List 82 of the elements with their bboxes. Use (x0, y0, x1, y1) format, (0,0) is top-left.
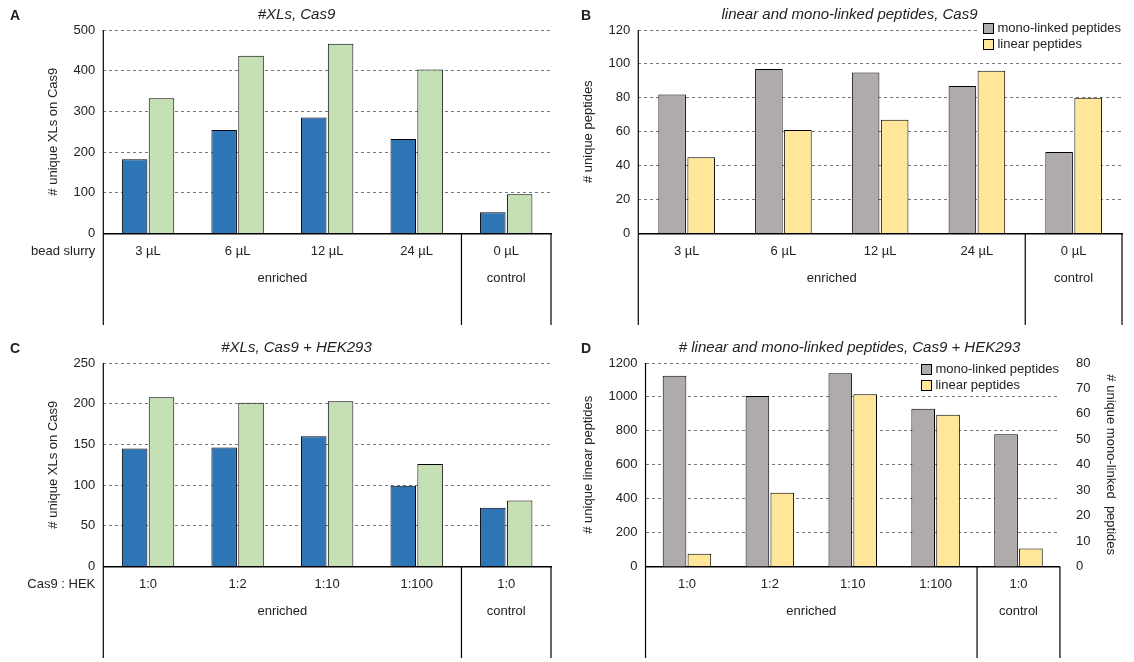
y-tick-label: 1200 (608, 354, 638, 370)
y-tick-label: 200 (73, 395, 96, 411)
chart-subtitle: C (10, 339, 21, 356)
text: control (486, 602, 526, 618)
x-tick-label: 0 µL (493, 242, 520, 258)
y-axis-title: # unique peptides (580, 79, 596, 184)
x-tick-label: 1:2 (228, 575, 247, 591)
y-axis-title: # unique XLs on Cas9 (45, 67, 61, 196)
x-tick-label: 1:0 (677, 575, 696, 591)
x-tick-label: 1:2 (760, 575, 779, 591)
x-tick-label: 24 µL (400, 242, 434, 258)
y-tick-label: 80 (615, 89, 631, 105)
text: enriched (806, 269, 857, 285)
chart-subtitle: D (581, 339, 592, 356)
y-tick-label: 100 (73, 184, 96, 200)
y-tick-label: 0 (623, 224, 631, 240)
y-tick-label: 300 (73, 102, 96, 118)
x-tick-label: 1:0 (1009, 575, 1028, 591)
y-tick-label: 0 (630, 557, 638, 573)
x-axis-title: bead slurry (30, 242, 96, 258)
y2-tick-label: 0 (1075, 557, 1084, 573)
legend-label: mono-linked peptides (997, 20, 1121, 36)
legend-label: linear peptides (997, 36, 1082, 52)
y2-tick-label: 10 (1075, 532, 1091, 548)
y-axis-title: # unique linear peptides (580, 395, 596, 534)
text: control (998, 602, 1039, 618)
x-tick-label: 1:10 (840, 575, 866, 591)
chart-title: #XLs, Cas9 (257, 5, 336, 23)
y-tick-label: 500 (73, 21, 96, 37)
x-tick-label: 3 µL (673, 242, 700, 258)
y-tick-label: 200 (73, 143, 96, 159)
y-tick-label: 20 (615, 191, 631, 207)
chart-title: # linear and mono-linked peptides, Cas9 + HEK293 (678, 338, 1021, 356)
x-tick-label: 1:10 (314, 575, 340, 591)
y-tick-label: 600 (615, 456, 638, 472)
x-tick-label: 6 µL (770, 242, 797, 258)
chart-title: linear and mono-linked peptides, Cas9 (721, 5, 979, 23)
x-tick-label: 12 µL (863, 242, 897, 258)
y-axis-title: # unique XLs on Cas9 (45, 400, 61, 529)
y-tick-label: 60 (615, 123, 631, 139)
x-tick-label: 1:100 (919, 575, 952, 591)
x-tick-label: 1:100 (400, 575, 433, 591)
y-tick-label: 250 (73, 354, 96, 370)
y2-tick-label: 50 (1075, 430, 1091, 446)
y2-axis-title: # unique mono-linked peptides (1103, 374, 1119, 556)
y-tick-label: 400 (73, 62, 96, 78)
x-tick-label: 0 µL (1060, 242, 1087, 258)
y2-tick-label: 20 (1075, 507, 1091, 523)
chart-title: #XLs, Cas9 + HEK293 (221, 338, 373, 356)
text: enriched (257, 269, 308, 285)
y-tick-label: 400 (615, 490, 638, 506)
y-tick-label: 0 (88, 557, 96, 573)
x-tick-label: 1:0 (139, 575, 158, 591)
x-tick-label: 1:0 (497, 575, 516, 591)
y-tick-label: 800 (615, 422, 638, 438)
chart-subtitle: A (10, 6, 21, 23)
legend-label: linear peptides (935, 377, 1020, 393)
text: control (1054, 269, 1094, 285)
y2-tick-label: 80 (1075, 354, 1091, 370)
x-tick-label: 12 µL (310, 242, 344, 258)
y2-tick-label: 60 (1075, 405, 1091, 421)
y-tick-label: 120 (608, 21, 631, 37)
y-tick-label: 200 (615, 524, 638, 540)
y2-tick-label: 70 (1075, 380, 1091, 395)
chart-subtitle: B (581, 6, 592, 23)
x-tick-label: 6 µL (224, 242, 251, 258)
y-tick-label: 100 (608, 55, 631, 71)
text: enriched (257, 602, 308, 618)
y-tick-label: 50 (80, 517, 96, 533)
y-tick-label: 40 (615, 157, 631, 173)
y-tick-label: 150 (73, 435, 96, 451)
y-tick-label: 0 (88, 224, 96, 240)
y2-tick-label: 30 (1075, 481, 1091, 497)
x-tick-label: 3 µL (135, 242, 161, 258)
y-tick-label: 100 (73, 476, 96, 492)
text: control (486, 269, 526, 285)
legend-label: mono-linked peptides (935, 361, 1059, 377)
y-tick-label: 1000 (608, 388, 638, 404)
x-axis-title: Cas9 : HEK (27, 575, 96, 591)
y2-tick-label: 40 (1075, 456, 1091, 472)
text: enriched (786, 602, 837, 618)
x-tick-label: 24 µL (960, 242, 994, 258)
